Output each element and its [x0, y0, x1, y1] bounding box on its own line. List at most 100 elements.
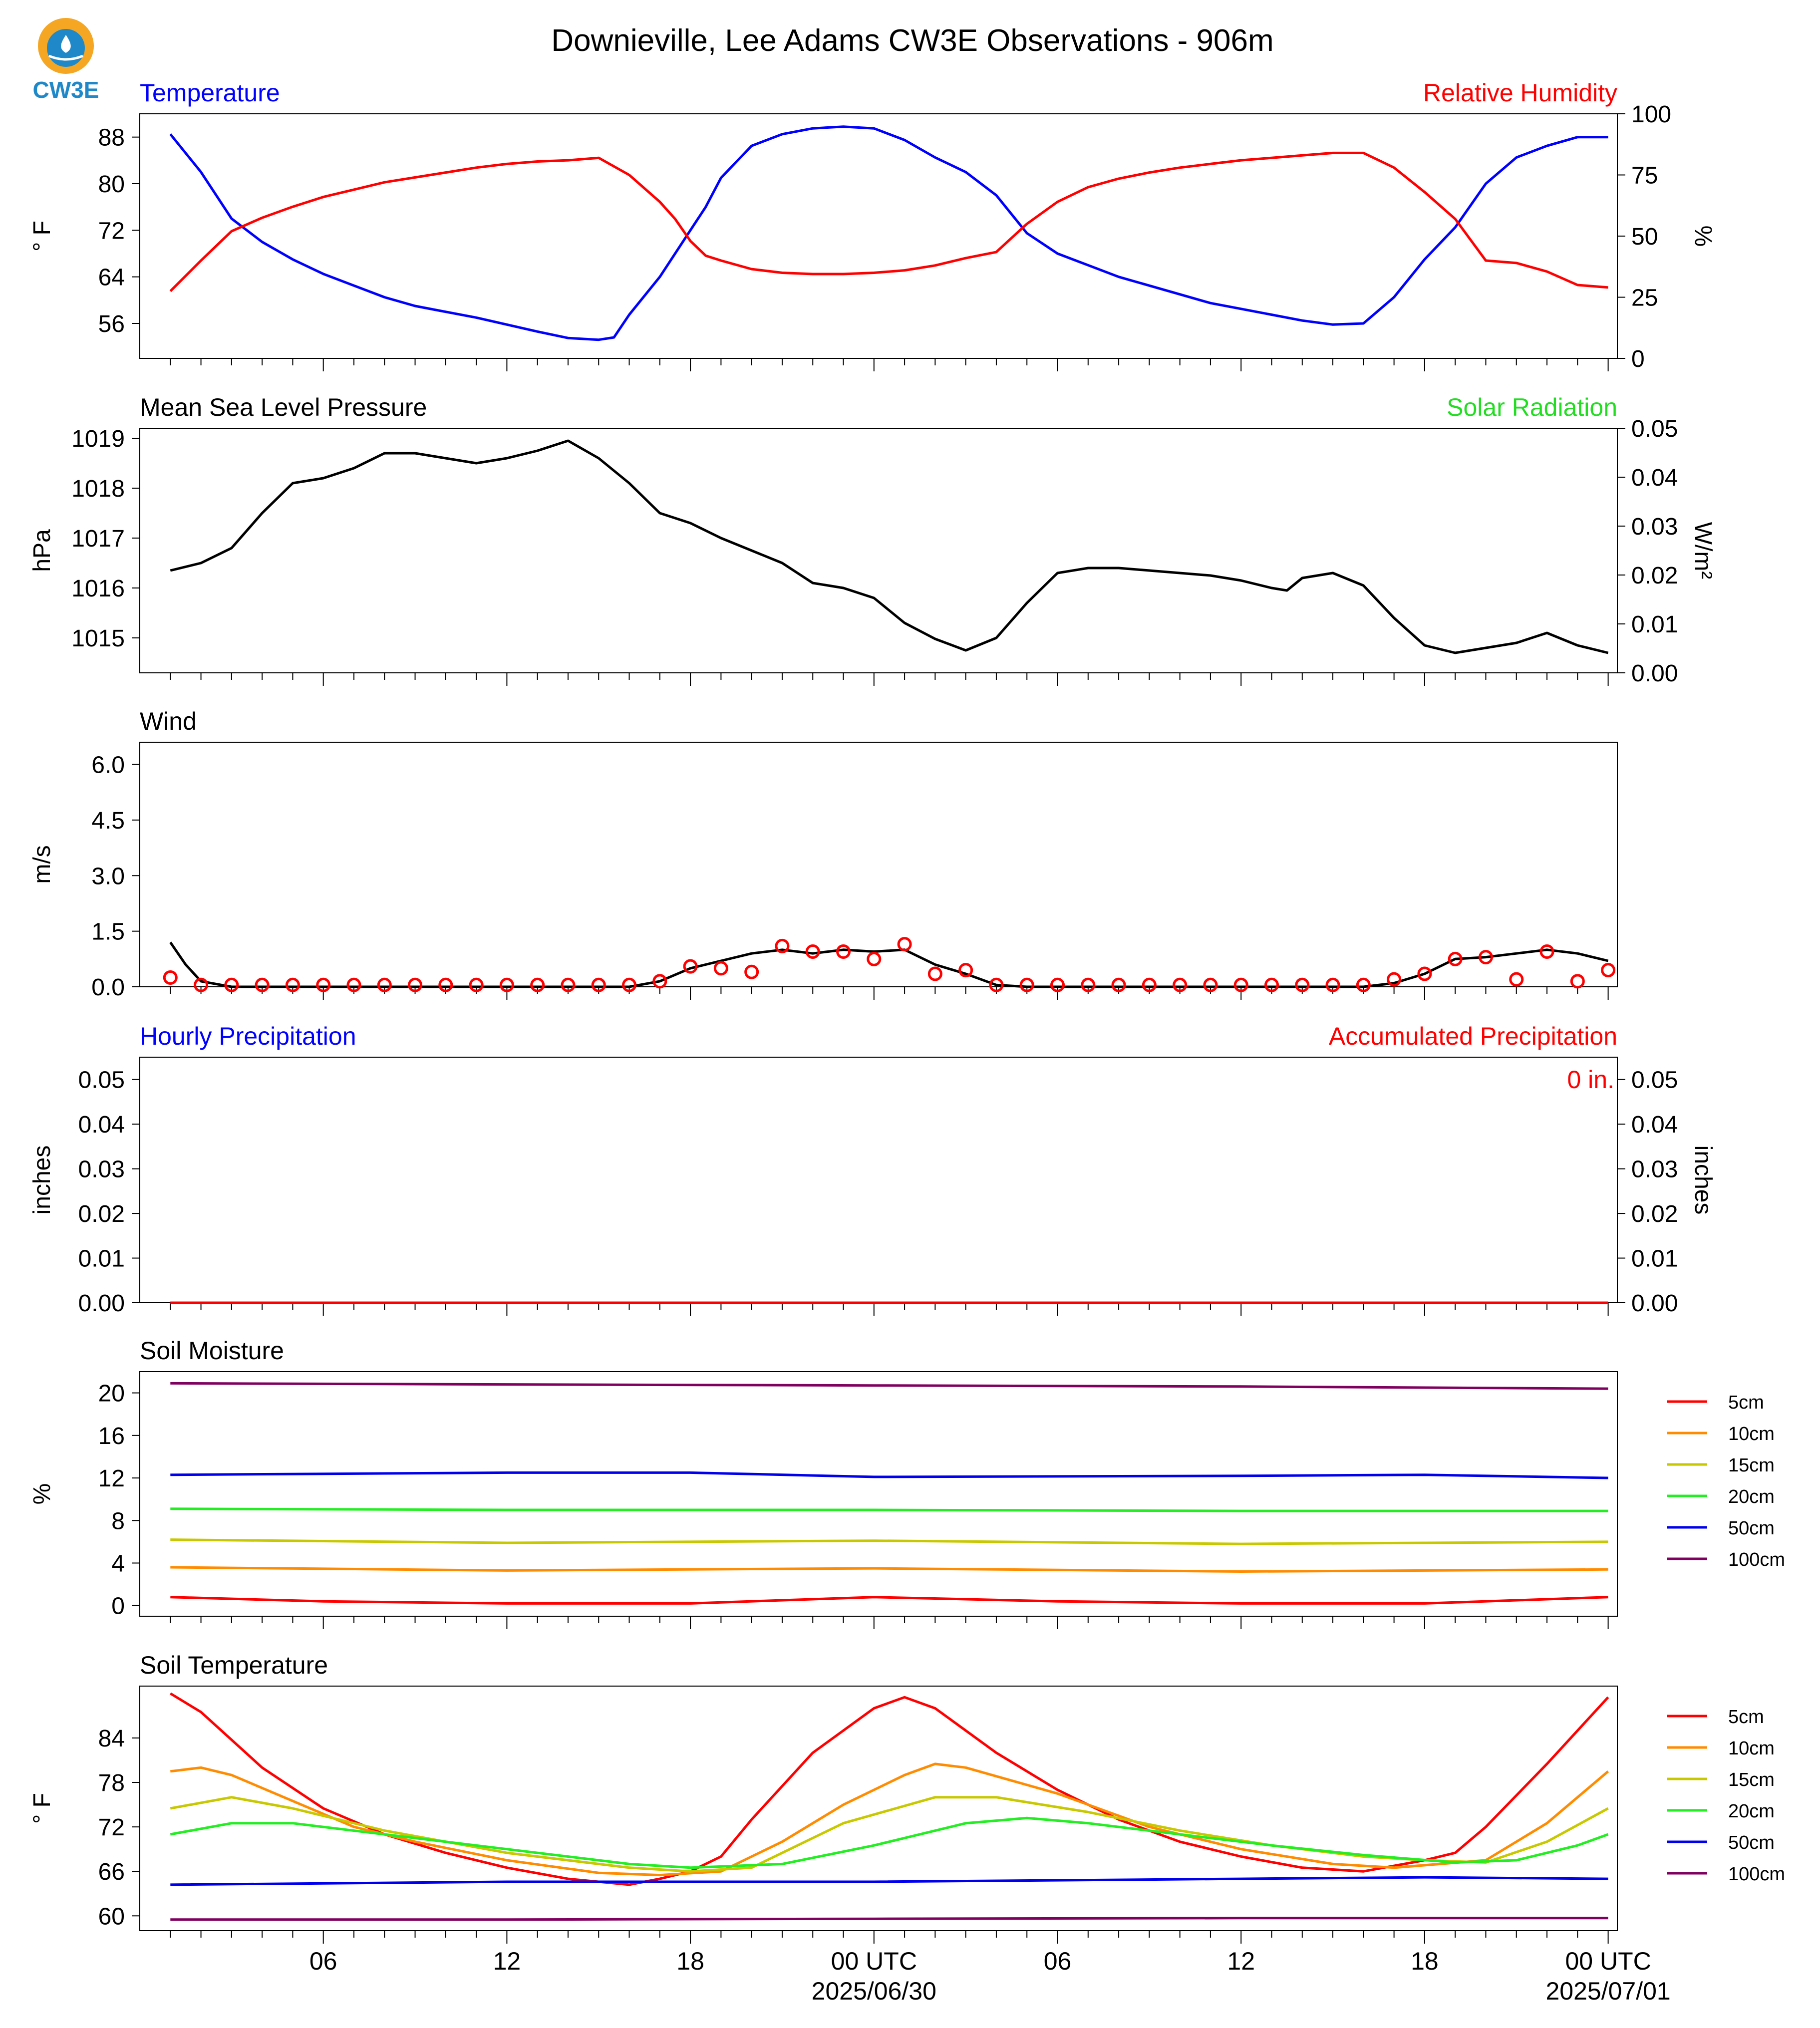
gust-marker — [744, 964, 759, 979]
gust-marker — [163, 970, 178, 985]
panel-precip: Hourly Precipitation Accumulated Precipit… — [29, 1022, 1716, 1317]
plot-frame — [139, 1686, 1618, 1931]
y-tick-label-right: 0.02 — [1631, 1201, 1678, 1227]
gust-marker — [1478, 950, 1493, 965]
gust-marker — [775, 938, 790, 953]
gust-marker — [377, 977, 392, 992]
x-tick-label: 00 UTC — [1565, 1947, 1651, 1975]
gust-marker — [1387, 972, 1402, 987]
y-tick-label-left: 12 — [98, 1465, 125, 1492]
gust-marker — [1050, 977, 1065, 992]
panel-title-left: Soil Moisture — [140, 1337, 284, 1365]
y-tick-label-left: 66 — [98, 1859, 125, 1885]
y-tick-label-left: 88 — [98, 125, 125, 151]
y-tick-label-left: 0.0 — [91, 974, 125, 1001]
logo-drop-icon — [61, 35, 71, 53]
cw3e-logo: CW3E — [33, 18, 99, 103]
y-tick-label-right: 0.03 — [1631, 514, 1678, 540]
y-tick-label-left: 0.05 — [78, 1067, 125, 1094]
y-axis-label-left: ° F — [29, 221, 55, 252]
gust-marker — [652, 974, 667, 989]
x-tick-label: 06 — [309, 1947, 337, 1975]
gust-marker — [805, 944, 820, 959]
y-tick-label-left: 78 — [98, 1770, 125, 1796]
gust-marker — [867, 951, 882, 966]
series-line-5cm — [170, 1692, 1609, 1886]
y-tick-label-right: 0.04 — [1631, 465, 1678, 491]
y-tick-label-left: 56 — [98, 311, 125, 337]
series-line-100cm — [170, 1382, 1608, 1390]
gust-marker — [1264, 977, 1279, 992]
x-tick-label: 00 UTC — [831, 1947, 917, 1975]
y-tick-label-right: 0.00 — [1631, 660, 1678, 687]
y-tick-label-left: 0.04 — [78, 1112, 125, 1138]
plot-frame — [139, 742, 1618, 987]
panel-title-left: Wind — [140, 707, 197, 735]
panel-soil_temperature: Soil Temperature 60 66 72 78 84 ° F 5cm 10cm 15cm… — [29, 1651, 1785, 1944]
gust-marker — [989, 977, 1004, 992]
series-line-15cm — [170, 1538, 1608, 1545]
panel-title-right: Solar Radiation — [1447, 393, 1617, 421]
gust-marker — [622, 977, 637, 992]
gust-marker — [1142, 977, 1157, 992]
series-line-50cm — [170, 1876, 1608, 1886]
legend-label: 100cm — [1728, 1549, 1785, 1570]
gust-marker — [1019, 977, 1034, 992]
gust-marker — [1295, 977, 1310, 992]
y-tick-label-left: 1015 — [71, 625, 125, 652]
y-tick-label-left: 3.0 — [91, 863, 125, 889]
gust-marker — [1509, 972, 1524, 987]
y-tick-label-left: 60 — [98, 1903, 125, 1930]
gust-marker — [591, 977, 606, 992]
y-tick-label-right: 25 — [1631, 285, 1658, 311]
legend-label: 5cm — [1728, 1392, 1764, 1413]
gust-marker — [927, 966, 942, 981]
y-tick-label-left: 4 — [111, 1550, 125, 1577]
y-tick-label-right: 0.05 — [1631, 416, 1678, 442]
gust-marker — [1539, 944, 1554, 959]
y-tick-label-right: 0 — [1631, 346, 1645, 372]
y-tick-label-right: 0.03 — [1631, 1157, 1678, 1183]
legend-label: 50cm — [1728, 1832, 1775, 1853]
gust-marker — [194, 977, 209, 992]
y-tick-label-right: 75 — [1631, 163, 1658, 189]
series-line-temperature — [169, 125, 1608, 341]
gust-marker — [224, 977, 239, 992]
panel-temp_rh: Temperature Relative Humidity 56 64 72 80 88 ° … — [29, 79, 1716, 372]
gust-marker — [1325, 977, 1340, 992]
y-tick-label-left: 0 — [111, 1593, 125, 1620]
y-tick-label-left: 20 — [98, 1381, 125, 1407]
gust-marker — [469, 977, 484, 992]
panel-title-left: Mean Sea Level Pressure — [140, 393, 427, 421]
x-date-label: 2025/06/30 — [812, 1977, 936, 2005]
y-tick-label-left: 72 — [98, 1814, 125, 1841]
y-axis-label-left: m/s — [29, 845, 55, 883]
y-axis-label-right: % — [1690, 226, 1716, 247]
gust-marker — [1356, 977, 1371, 992]
gust-marker — [438, 977, 453, 992]
y-tick-label-left: 6.0 — [91, 752, 125, 779]
gust-marker — [285, 977, 300, 992]
gust-marker — [530, 977, 545, 992]
gust-marker — [499, 977, 514, 992]
y-axis-label-left: ° F — [29, 1793, 55, 1824]
gust-marker — [683, 959, 698, 974]
plot-frame — [139, 1057, 1618, 1303]
y-tick-label-right: 0.02 — [1631, 563, 1678, 589]
y-axis-label-left: inches — [29, 1146, 55, 1215]
y-tick-label-left: 1017 — [71, 526, 125, 552]
x-tick-label: 06 — [1044, 1947, 1072, 1975]
y-axis-label-right: inches — [1690, 1146, 1716, 1215]
gust-marker — [1111, 977, 1126, 992]
panel-soil_moisture: Soil Moisture 0 4 8 12 16 20% 5cm 10cm 15cm 20cm 50… — [29, 1337, 1785, 1629]
panel-wind: Wind 0.0 1.5 3.0 4.5 6.0 m/s — [29, 707, 1618, 1001]
series-line-5cm — [170, 1596, 1608, 1605]
series-line-relative-humidity — [169, 151, 1608, 292]
accumulated-total-label: 0 in. — [1567, 1066, 1614, 1094]
logo-text: CW3E — [33, 77, 99, 103]
gust-marker — [1173, 977, 1188, 992]
legend-label: 15cm — [1728, 1769, 1775, 1790]
series-line-50cm — [170, 1471, 1608, 1479]
x-tick-label: 18 — [676, 1947, 704, 1975]
x-tick-label: 12 — [493, 1947, 521, 1975]
